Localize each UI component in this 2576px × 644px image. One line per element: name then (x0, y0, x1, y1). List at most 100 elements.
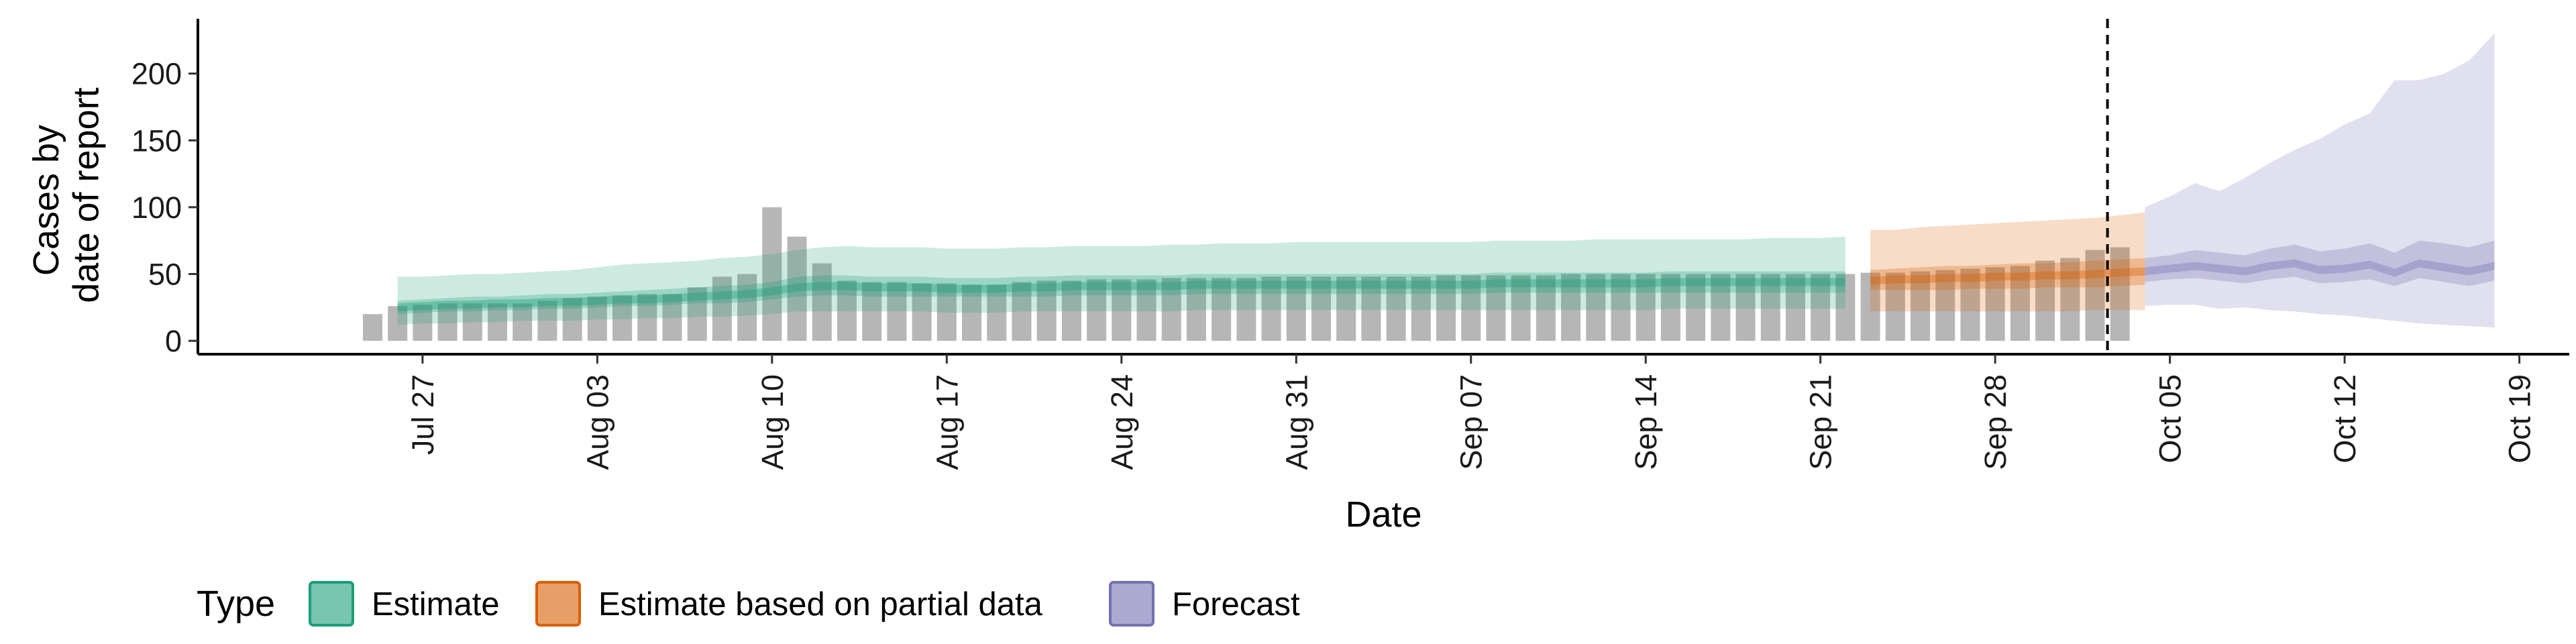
y-axis-title-line-2: date of report (66, 87, 106, 303)
legend-label: Forecast (1172, 586, 1300, 623)
reported-cases-bar (362, 314, 382, 341)
x-tick-label: Aug 24 (1105, 374, 1139, 470)
reported-cases-bar (1935, 270, 1955, 341)
x-tick-label: Oct 19 (2503, 374, 2537, 464)
reported-cases-bar (462, 303, 482, 341)
x-tick-label: Sep 07 (1454, 374, 1489, 470)
y-axis-title: Cases by date of report (26, 87, 106, 303)
y-axis-title-line-1: Cases by (26, 125, 66, 276)
reported-cases-bar (2035, 260, 2055, 341)
reported-cases-bar (1785, 274, 1805, 341)
reported-cases-bar (1186, 278, 1206, 341)
reported-cases-bar (612, 295, 633, 341)
reported-cases-bar (413, 305, 433, 341)
reported-cases-bar (1236, 278, 1256, 341)
reported-cases-bar (1586, 274, 1606, 341)
x-tick-label: Oct 12 (2328, 374, 2362, 464)
legend-title: Type (197, 584, 275, 624)
reported-cases-bar (1611, 274, 1631, 341)
reported-cases-bar (912, 283, 932, 341)
reported-cases-bar (837, 280, 857, 341)
reported-cases-bar (1486, 275, 1506, 341)
reported-cases-bar (2085, 250, 2105, 341)
reported-cases-bar (1261, 276, 1281, 341)
reported-cases-bar (562, 298, 582, 341)
reported-cases-bar (1711, 274, 1731, 341)
reported-cases-bar (737, 274, 757, 341)
reported-cases-bar (1061, 280, 1081, 341)
reported-cases-bar (1860, 272, 1880, 341)
reported-cases-bar (1911, 271, 1931, 341)
reported-cases-bar (388, 306, 408, 341)
reported-cases-bar (712, 276, 732, 341)
reported-cases-bar (887, 282, 907, 341)
reported-cases-bar (812, 263, 832, 341)
reported-cases-bar (1386, 276, 1406, 341)
estimate-based-on-partial-data-band-50 (1870, 258, 2145, 290)
reported-cases-bar (1536, 275, 1556, 341)
forecast-band-90 (2145, 33, 2495, 328)
x-tick-label: Oct 05 (2153, 374, 2188, 464)
reported-cases-bar (537, 301, 557, 341)
reported-cases-bar (762, 207, 782, 341)
x-axis-title: Date (1345, 494, 1421, 535)
reported-cases-bar (1286, 276, 1306, 341)
reported-cases-bar (437, 303, 458, 341)
reported-cases-bar (1336, 276, 1356, 341)
reported-cases-bar (1411, 276, 1431, 341)
reported-cases-bar (1835, 274, 1856, 341)
reported-cases-bars (362, 207, 2130, 341)
axes (197, 19, 2569, 356)
estimate-median (397, 278, 1845, 312)
reported-cases-bar (687, 287, 707, 341)
reported-cases-bar (1635, 274, 1656, 341)
y-tick-label: 150 (131, 123, 182, 158)
reported-cases-bar (862, 282, 882, 341)
x-tick-label: Sep 14 (1629, 374, 1663, 470)
legend: Type Estimate Estimate based on partial d… (197, 581, 1300, 627)
reported-cases-bar (987, 284, 1007, 341)
reported-cases-bar (1087, 279, 1107, 341)
x-tick-label: Aug 03 (580, 374, 614, 470)
reported-cases-bar (1561, 274, 1581, 341)
reported-cases-bar (962, 284, 982, 341)
reported-cases-bar (936, 283, 957, 341)
reported-cases-bar (787, 236, 807, 341)
reported-cases-bar (1985, 267, 2005, 341)
reported-cases-bar (637, 294, 657, 341)
reported-cases-bar (1686, 274, 1706, 341)
reported-cases-bar (1660, 274, 1680, 341)
reported-cases-bar (1012, 282, 1032, 341)
reported-cases-bar (1361, 276, 1381, 341)
y-axis-ticks: 0 50 100 150 200 (131, 57, 198, 358)
estimate-band-50 (397, 271, 1845, 315)
estimate-based-on-partial-data-band-90 (1870, 212, 2145, 312)
reported-cases-bar (2110, 247, 2130, 341)
reported-cases-bar (1511, 275, 1531, 341)
legend-label: Estimate (372, 586, 500, 623)
reported-cases-bar (1885, 272, 1905, 341)
reported-cases-bar (1735, 274, 1756, 341)
legend-key (1109, 581, 1155, 627)
reported-cases-bar (513, 303, 533, 341)
x-tick-label: Jul 27 (406, 374, 440, 455)
legend-key (309, 581, 354, 627)
reported-cases-bar (662, 294, 682, 341)
reported-cases-bar (1212, 278, 1232, 341)
estimate-ribbons (397, 33, 2495, 328)
reported-cases-bar (1760, 274, 1780, 341)
x-tick-label: Aug 17 (930, 374, 964, 470)
reported-cases-bar (587, 297, 607, 341)
y-tick-label: 0 (165, 324, 182, 358)
reported-cases-bar (1811, 274, 1831, 341)
estimate-band-90 (397, 236, 1845, 325)
y-tick-label: 200 (131, 57, 182, 91)
x-axis-ticks: Jul 27 Aug 03 Aug 10 Aug 17 Aug 24 Aug 31 Sep … (406, 354, 2537, 470)
reported-cases-bar (1161, 278, 1181, 341)
reported-cases-bar (2010, 266, 2030, 341)
forecast-band-50 (2145, 240, 2495, 286)
y-tick-label: 50 (148, 257, 182, 291)
y-tick-label: 100 (131, 191, 182, 225)
reported-cases-bar (1461, 275, 1481, 341)
